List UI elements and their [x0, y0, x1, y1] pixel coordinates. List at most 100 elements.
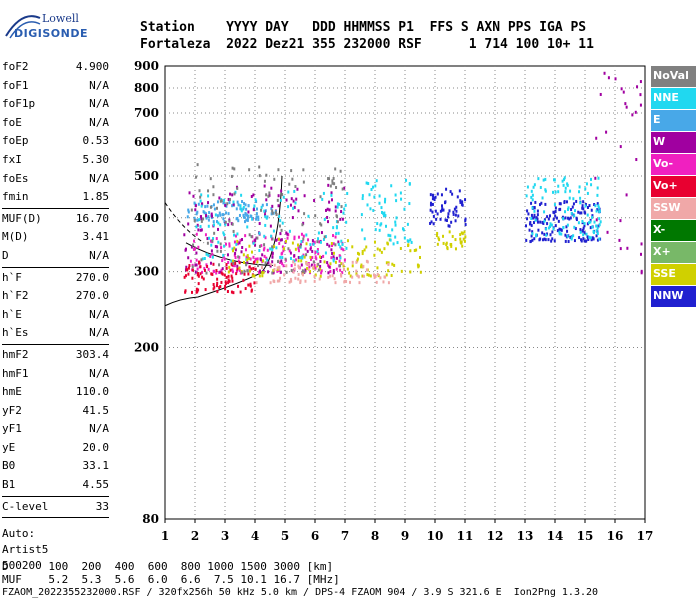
echo-point [555, 216, 558, 220]
echo-point [287, 190, 290, 194]
auto-label: Auto: [2, 527, 36, 541]
echo-point [625, 193, 628, 197]
divider [2, 517, 109, 519]
echo-point [332, 242, 335, 246]
echo-point [363, 248, 366, 252]
echo-point [384, 197, 387, 201]
echo-point [335, 232, 338, 236]
echo-point [297, 246, 300, 250]
echo-point [216, 214, 219, 218]
echo-point [429, 201, 432, 205]
echo-point [242, 213, 245, 217]
echo-point [299, 279, 302, 283]
echo-point [225, 263, 228, 267]
echo-point [558, 232, 561, 236]
param-value: 303.4 [75, 347, 109, 361]
echo-point [277, 168, 280, 172]
param-name: h`F2 [2, 289, 29, 303]
echo-point [559, 207, 562, 211]
echo-point [228, 242, 231, 246]
echo-point [589, 226, 592, 230]
echo-point [541, 196, 544, 200]
echo-point [297, 235, 300, 239]
echo-point [406, 222, 409, 226]
echo-point [391, 262, 394, 266]
echo-point [639, 103, 642, 107]
echo-point [320, 231, 323, 235]
echo-point [258, 244, 261, 248]
echo-point [257, 217, 260, 221]
echo-point [533, 209, 536, 213]
echo-point [527, 212, 530, 216]
echo-point [332, 226, 335, 230]
echo-point [378, 248, 381, 252]
legend-item-e: E [651, 110, 696, 131]
echo-point [368, 193, 371, 197]
echo-point [195, 212, 198, 216]
echo-point [304, 279, 307, 283]
echo-point [525, 224, 528, 228]
echo-point [285, 231, 288, 235]
echo-point [387, 269, 390, 273]
echo-point [309, 255, 312, 259]
x-tick-label: 7 [341, 529, 349, 543]
echo-point [572, 202, 575, 206]
echo-point [216, 290, 219, 294]
echo-point [238, 241, 241, 245]
echo-point [591, 214, 594, 218]
echo-point [553, 239, 556, 243]
echo-point [429, 203, 432, 207]
echo-point [252, 241, 255, 245]
echo-point [230, 259, 233, 263]
echo-point [373, 253, 376, 257]
echo-point [290, 279, 293, 283]
echo-point [214, 213, 217, 217]
echo-point [579, 230, 582, 234]
echo-point [231, 279, 234, 283]
echo-point [319, 222, 322, 226]
param-value: 110.0 [75, 385, 109, 399]
echo-point [543, 237, 546, 241]
echo-point [367, 182, 370, 186]
echo-point [231, 247, 234, 251]
echo-point [542, 178, 545, 182]
echo-point [299, 281, 302, 285]
echo-point [219, 199, 222, 203]
auto-scaling-info: Auto: Artist5 500200 [2, 526, 109, 574]
echo-point [332, 234, 335, 238]
echo-point [554, 209, 557, 213]
param-row: h`E N/A [2, 306, 109, 325]
echo-point [312, 260, 315, 264]
echo-point [266, 258, 269, 262]
echo-point [232, 249, 235, 253]
echo-point [237, 284, 240, 288]
echo-point [207, 218, 210, 222]
echo-point [539, 185, 542, 189]
param-row: h`F2 270.0 [2, 287, 109, 306]
echo-point [568, 217, 571, 221]
echo-point [544, 238, 547, 242]
echo-point [200, 258, 203, 262]
echo-point [200, 193, 203, 197]
echo-point [597, 176, 600, 180]
x-tick-label: 17 [637, 529, 654, 543]
echo-point [303, 194, 306, 198]
echo-point [206, 237, 209, 241]
echo-point [207, 267, 210, 271]
echo-point [566, 183, 569, 187]
echo-point [569, 216, 572, 220]
echo-point [370, 187, 373, 191]
echo-point [314, 273, 317, 277]
echo-point [301, 273, 304, 277]
param-name: hmF1 [2, 366, 29, 380]
echo-point [187, 210, 190, 214]
echo-point [297, 277, 300, 281]
echo-point [583, 239, 586, 243]
echo-point [304, 268, 307, 272]
echo-point [391, 228, 394, 232]
echo-point [536, 209, 539, 213]
echo-point [271, 260, 274, 264]
echo-point [272, 270, 275, 274]
echo-point [217, 240, 220, 244]
param-name: yF1 [2, 422, 22, 436]
